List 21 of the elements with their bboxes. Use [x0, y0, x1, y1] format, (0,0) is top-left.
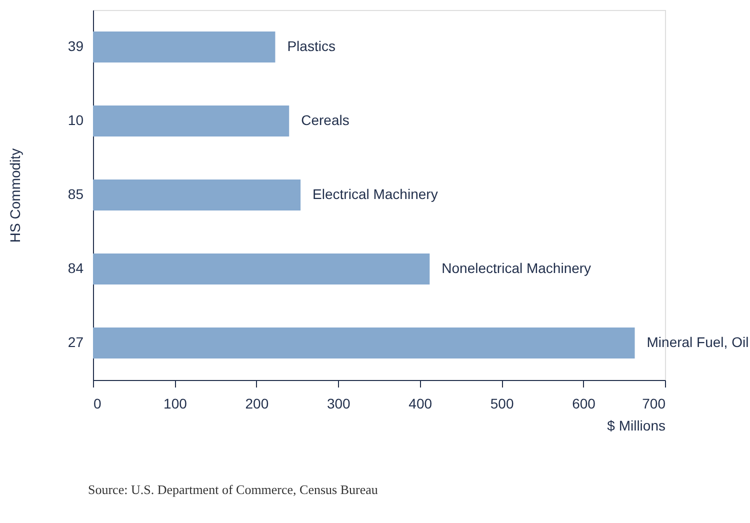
- y-tick-label: 84: [68, 260, 84, 276]
- annotation: Cereals: [301, 112, 350, 128]
- annotation: Electrical Machinery: [312, 186, 438, 202]
- source-note: Source: U.S. Department of Commerce, Census Bureau: [88, 482, 378, 497]
- x-tick-label: 600: [572, 396, 596, 412]
- x-tick-label: 700: [642, 396, 666, 412]
- x-tick-label: 100: [164, 396, 188, 412]
- y-tick-label: 85: [68, 186, 84, 202]
- annotation: Nonelectrical Machinery: [442, 260, 592, 276]
- annotation: Plastics: [287, 38, 336, 54]
- annotation: Mineral Fuel, Oil: [646, 334, 749, 350]
- y-axis-title: HS Commodity: [6, 148, 23, 243]
- x-tick-label: 400: [408, 396, 432, 412]
- x-tick-label: 200: [245, 396, 269, 412]
- y-tick-label: 27: [68, 334, 84, 350]
- y-tick-label: 39: [68, 38, 84, 54]
- x-tick-label: 300: [326, 396, 351, 412]
- x-axis-title: $ Millions: [607, 418, 666, 434]
- x-tick-label: 500: [490, 396, 514, 412]
- y-tick-label: 10: [68, 112, 84, 128]
- x-tick-label: 0: [94, 396, 102, 412]
